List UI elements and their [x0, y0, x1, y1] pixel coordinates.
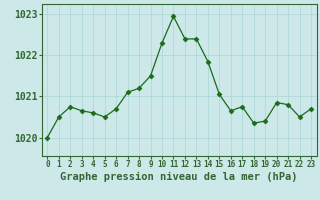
- X-axis label: Graphe pression niveau de la mer (hPa): Graphe pression niveau de la mer (hPa): [60, 172, 298, 182]
